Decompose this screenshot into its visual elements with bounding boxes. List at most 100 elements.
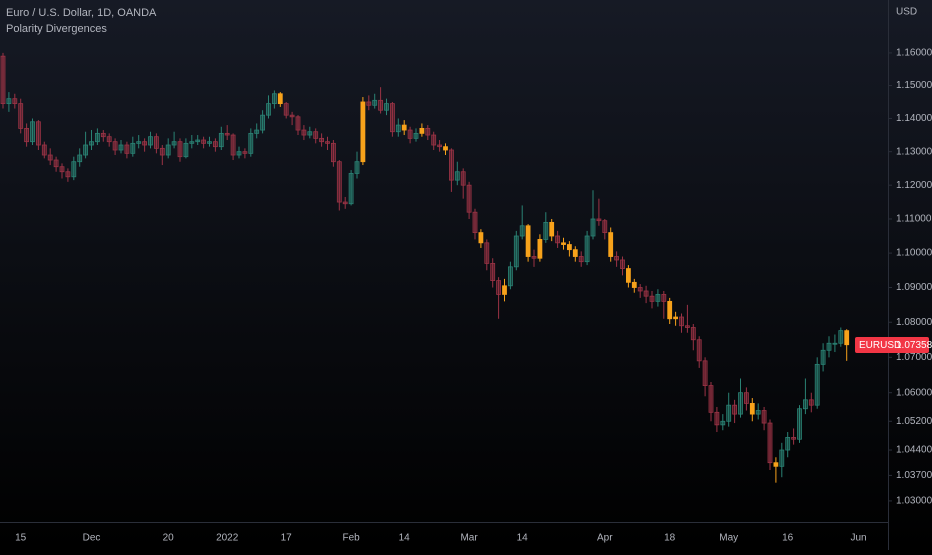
candle-body [767, 422, 773, 464]
candle-body [437, 144, 443, 148]
x-tick-label: 14 [399, 533, 411, 544]
candle-body [254, 129, 260, 134]
x-tick-label: 20 [163, 533, 175, 544]
candle-body [83, 144, 88, 156]
candle-body [201, 139, 207, 144]
candle-body [519, 225, 525, 237]
candle-body [785, 437, 791, 451]
candle-body [720, 420, 726, 426]
candle-body [271, 93, 277, 105]
candle-body [106, 136, 112, 143]
symbol-label: EURUSD [859, 340, 901, 351]
candle-body [685, 325, 690, 328]
candle-body [313, 131, 319, 139]
x-tick-label: 16 [782, 533, 794, 544]
candle-body [389, 103, 395, 133]
indicator-name: Polarity Divergences [6, 23, 107, 35]
candle-body [814, 363, 820, 406]
candle-body [649, 295, 655, 302]
candle-body [395, 124, 401, 133]
candle-body [142, 141, 148, 146]
plot-area [0, 52, 850, 483]
candle-body [749, 402, 755, 415]
x-tick-label: Apr [597, 533, 613, 544]
candle-body [224, 132, 230, 136]
candle-body [419, 127, 425, 134]
candle-body [696, 339, 702, 362]
candle-body [496, 280, 502, 295]
candle-body [655, 294, 661, 302]
x-tick-label: Mar [460, 533, 478, 544]
candle-body [295, 116, 301, 131]
y-tick-label: 1.09000 [896, 282, 932, 293]
candle-body [513, 235, 519, 268]
x-tick-label: 2022 [216, 533, 239, 544]
y-tick-label: 1.06000 [896, 387, 932, 398]
candle-body [791, 437, 796, 440]
candle-body [89, 141, 94, 146]
candle-body [714, 411, 720, 426]
candle-body [301, 129, 307, 136]
candle-body [472, 211, 478, 233]
candle-body [130, 142, 136, 154]
candle-body [41, 144, 47, 156]
candle-body [218, 132, 224, 148]
x-tick-label: 18 [664, 533, 676, 544]
candle-body [525, 225, 531, 257]
candle-body [378, 99, 384, 111]
candle-body [820, 349, 826, 365]
candle-body [148, 136, 153, 146]
candle-body [614, 256, 619, 261]
candle-body [626, 268, 631, 283]
candle-body [413, 132, 419, 139]
chart-title: Euro / U.S. Dollar, 1D, OANDA [6, 7, 157, 19]
candle-body [212, 141, 218, 148]
candle-body [260, 114, 266, 131]
y-tick-label: 1.14000 [896, 113, 932, 124]
candle-body [478, 232, 484, 244]
candle-body [466, 184, 472, 213]
y-tick-label: 1.03000 [896, 496, 932, 507]
candle-body [342, 201, 348, 205]
candle-body [354, 161, 360, 174]
candle-body [289, 114, 295, 118]
candle-body [761, 410, 767, 424]
candle-body [838, 330, 844, 344]
candle-body [673, 316, 678, 320]
candle-body [189, 141, 195, 144]
candle-body [537, 239, 543, 259]
y-tick-label: 1.03700 [896, 470, 932, 481]
y-tick-label: 1.13000 [896, 146, 932, 157]
y-tick-label: 1.10000 [896, 248, 932, 259]
candle-body [207, 141, 212, 144]
candle-body [195, 139, 201, 143]
candle-body [679, 316, 684, 327]
candle-body [124, 144, 130, 154]
candle-body [165, 144, 171, 156]
candle-body [366, 101, 372, 106]
candle-body [53, 159, 59, 168]
candle-body [425, 127, 431, 136]
candle-body [112, 141, 118, 151]
candle-body [797, 408, 802, 440]
candle-body [620, 259, 625, 269]
candle-body [637, 287, 643, 292]
x-tick-label: Jun [850, 533, 866, 544]
candle-body [708, 385, 714, 413]
candle-body [77, 154, 83, 163]
y-tick-label: 1.07000 [896, 352, 932, 363]
candle-body [744, 392, 749, 404]
candle-body [832, 342, 838, 345]
candle-body [608, 232, 614, 257]
candle-body [59, 166, 65, 173]
candle-body [401, 124, 407, 131]
y-tick-label: 1.05200 [896, 416, 932, 427]
candle-body [578, 256, 584, 263]
candle-body [726, 404, 732, 422]
candle-body [690, 327, 696, 341]
candle-body [159, 147, 165, 156]
candle-body [242, 151, 248, 154]
candle-body [448, 149, 454, 181]
candle-body [561, 242, 566, 245]
